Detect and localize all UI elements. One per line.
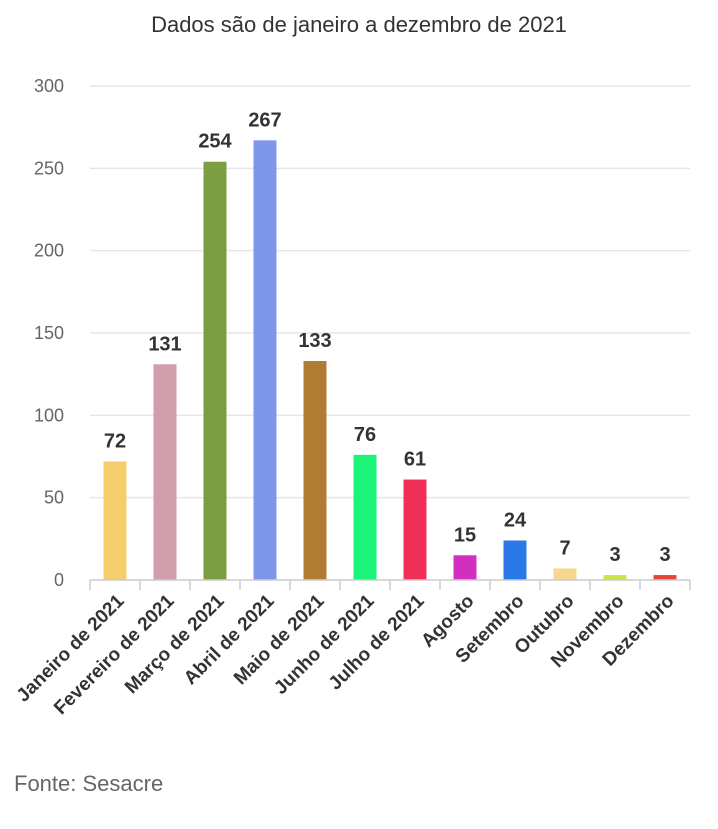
bar	[353, 454, 377, 580]
bar-chart: 0 50 100 150 200 250 300 72 131 254 267 133 76 61 15 2…	[13, 76, 691, 719]
source-note: Fonte: Sesacre	[14, 771, 164, 796]
bar-value-label: 267	[248, 109, 281, 131]
bar	[503, 540, 527, 580]
bar	[103, 461, 127, 580]
bar	[403, 479, 427, 580]
x-axis	[89, 579, 691, 590]
y-tick-label: 250	[34, 158, 64, 178]
bar	[453, 555, 477, 580]
grid-lines	[90, 85, 690, 499]
y-tick-label: 0	[54, 570, 64, 590]
y-tick-label: 50	[44, 488, 64, 508]
bars	[103, 140, 677, 580]
bar	[603, 575, 627, 580]
bar-value-labels: 72 131 254 267 133 76 61 15 24 7 3 3	[104, 109, 671, 566]
y-tick-label: 200	[34, 241, 64, 261]
bar-value-label: 15	[454, 524, 476, 546]
y-axis-ticks: 0 50 100 150 200 250 300	[34, 76, 64, 590]
bar-value-label: 3	[659, 544, 670, 566]
bar	[303, 360, 327, 580]
bar-value-label: 61	[404, 449, 426, 471]
bar	[653, 575, 677, 580]
bar-value-label: 24	[504, 509, 527, 531]
bar-value-label: 72	[104, 430, 126, 452]
bar	[253, 140, 277, 580]
bar-value-label: 76	[354, 424, 376, 446]
bar-value-label: 3	[609, 544, 620, 566]
y-tick-label: 100	[34, 405, 64, 425]
bar	[203, 161, 227, 580]
bar-value-label: 7	[559, 537, 570, 559]
bar	[153, 364, 177, 580]
y-tick-label: 300	[34, 76, 64, 96]
y-tick-label: 150	[34, 323, 64, 343]
chart-title: Dados são de janeiro a dezembro de 2021	[151, 12, 567, 37]
bar-value-label: 131	[148, 333, 181, 355]
bar-value-label: 254	[198, 131, 232, 153]
bar-value-label: 133	[298, 330, 331, 352]
bar	[553, 568, 577, 580]
